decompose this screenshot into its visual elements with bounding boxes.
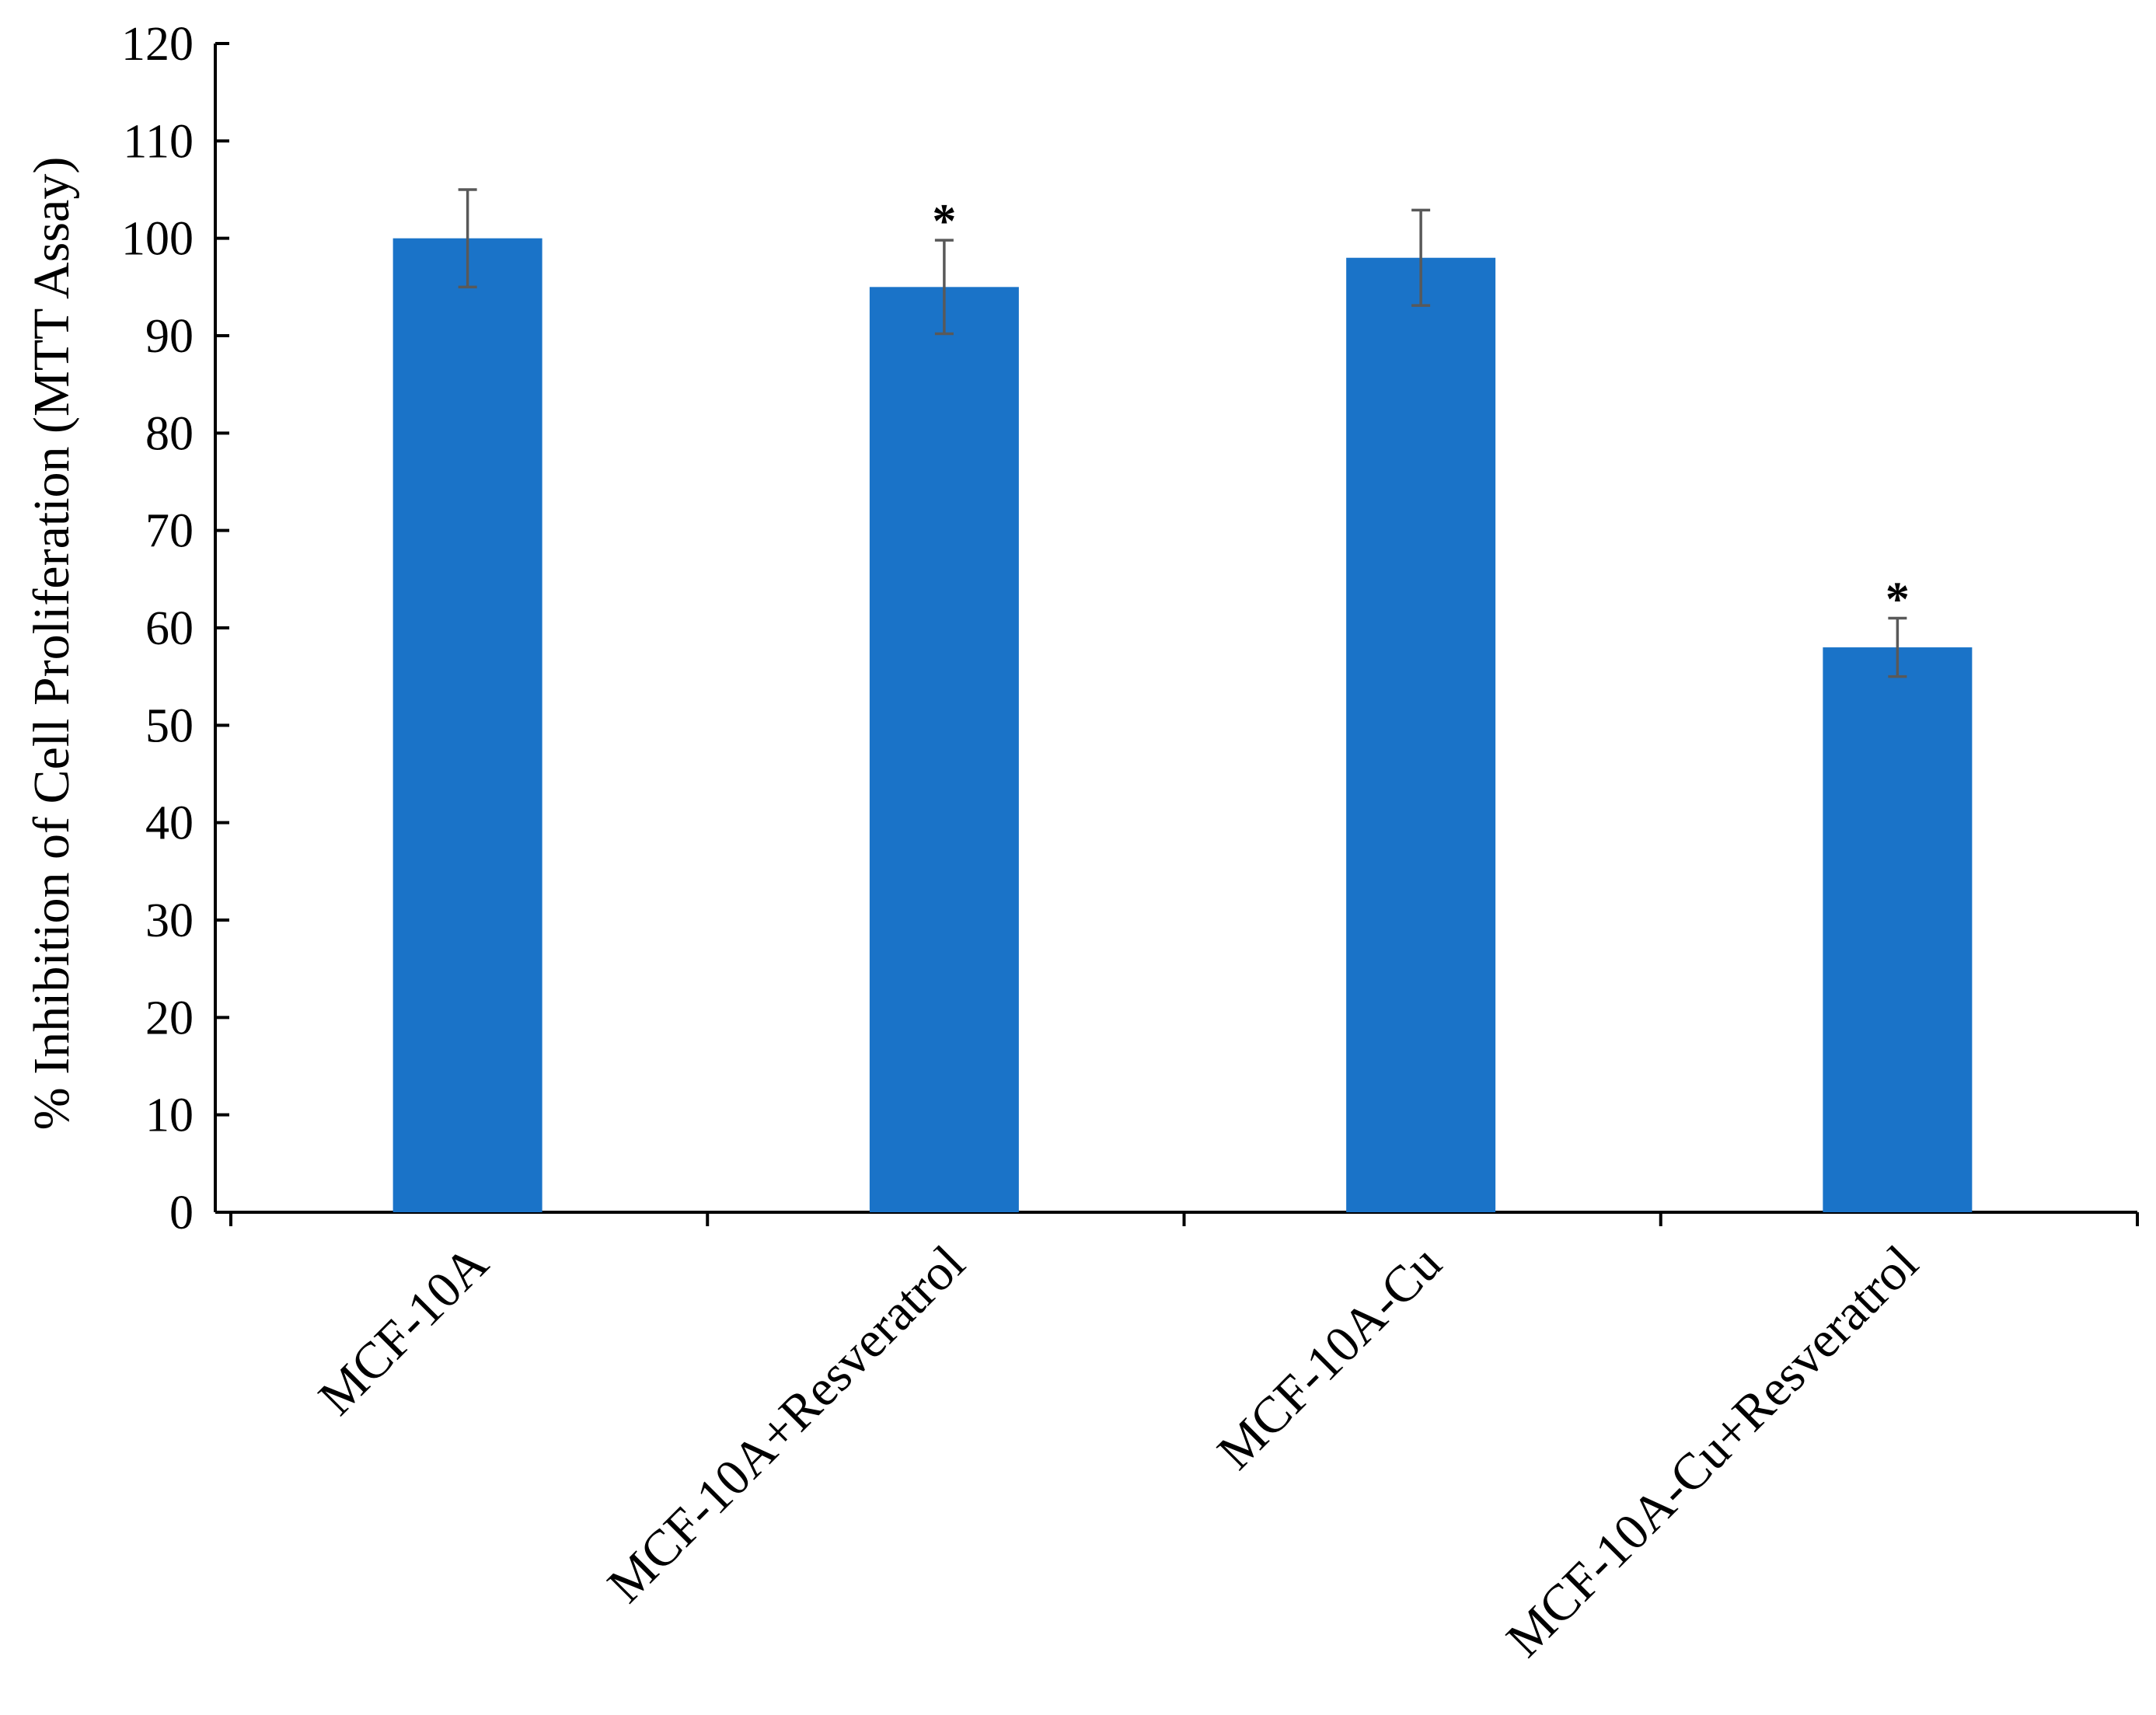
y-tick-label: 50 [145, 699, 194, 752]
y-tick-label: 120 [121, 18, 194, 71]
y-axis-title-group: % Inhibition of Cell Proliferation (MTT … [23, 157, 80, 1131]
y-tick-label: 110 [123, 115, 194, 168]
y-tick-label: 60 [145, 602, 194, 655]
y-axis-ticks: 0 10 20 30 40 50 60 70 80 90 100 110 120 [121, 18, 229, 1239]
y-tick-label: 0 [169, 1187, 194, 1239]
y-tick-label: 10 [145, 1089, 194, 1142]
bar [869, 287, 1019, 1212]
y-tick-label: 100 [121, 213, 194, 266]
bar [1346, 257, 1496, 1212]
y-tick-label: 20 [145, 992, 194, 1044]
y-tick-label: 40 [145, 797, 194, 850]
significance-star: * [1886, 573, 1910, 626]
x-axis-category-labels: MCF-10A MCF-10A+Resveratrol MCF-10A-Cu MCF-… [308, 1235, 1929, 1668]
y-tick-label: 90 [145, 310, 194, 363]
y-tick-label: 30 [145, 894, 194, 947]
error-bars [458, 188, 1907, 678]
x-category-label: MCF-10A [308, 1235, 499, 1426]
bar [1823, 647, 1973, 1212]
y-tick-label: 80 [145, 407, 194, 460]
y-axis-title: % Inhibition of Cell Proliferation (MTT … [23, 157, 80, 1131]
bars [392, 238, 1973, 1213]
significance-markers: ** [932, 195, 1910, 626]
significance-star: * [932, 195, 956, 248]
x-category-label: MCF-10A-Cu [1207, 1235, 1453, 1480]
bar [392, 238, 542, 1213]
x-category-label: MCF-10A-Cu+Resveratrol [1495, 1235, 1929, 1668]
x-category-label: MCF-10A+Resveratrol [597, 1235, 976, 1614]
y-tick-label: 70 [145, 505, 194, 558]
